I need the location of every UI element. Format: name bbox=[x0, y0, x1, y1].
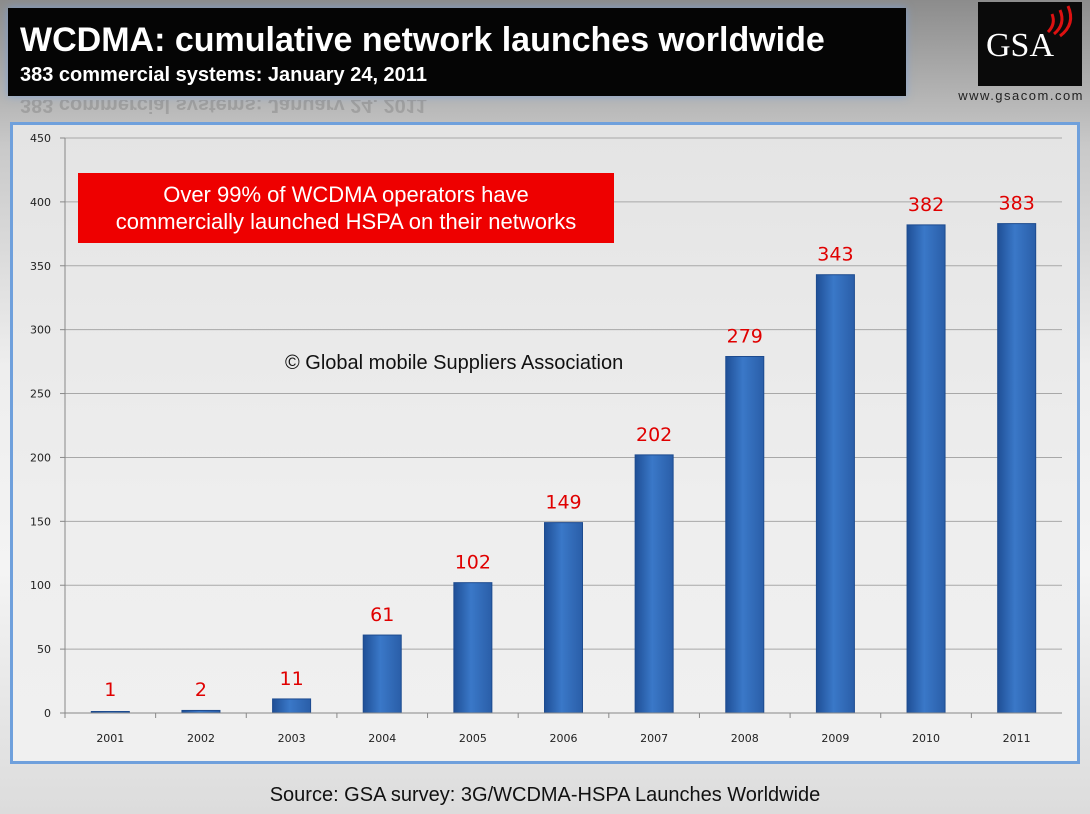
page-title: WCDMA: cumulative network launches world… bbox=[20, 21, 825, 59]
data-label: 343 bbox=[817, 244, 853, 266]
bar bbox=[453, 582, 493, 714]
data-label: 1 bbox=[104, 679, 116, 701]
x-tick-label: 2009 bbox=[821, 732, 849, 745]
bar bbox=[725, 356, 765, 714]
bar bbox=[997, 223, 1037, 714]
x-axis-ticks: 2001 2002 2003 2004 2005 2006 2007 2008 2009 2010… bbox=[64, 712, 1062, 745]
page-subtitle: 383 commercial systems: January 24, 2011 bbox=[20, 64, 427, 86]
x-tick-label: 2008 bbox=[731, 732, 759, 745]
data-labels: 1 2 11 61 102 149 202 279 343 382 383 bbox=[104, 193, 1035, 701]
data-label: 2 bbox=[195, 679, 207, 701]
bar bbox=[634, 454, 674, 714]
bars bbox=[90, 223, 1037, 714]
y-axis-ticks: 0 50 100 150 200 250 300 350 400 450 bbox=[30, 132, 51, 720]
y-tick-label: 400 bbox=[30, 196, 51, 209]
callout-line-2: commercially launched HSPA on their netw… bbox=[115, 209, 577, 234]
x-tick-label: 2006 bbox=[550, 732, 578, 745]
x-tick-label: 2002 bbox=[187, 732, 215, 745]
x-tick-label: 2004 bbox=[368, 732, 396, 745]
data-label: 383 bbox=[999, 193, 1035, 215]
x-tick-label: 2007 bbox=[640, 732, 668, 745]
data-label: 279 bbox=[727, 326, 763, 348]
source-text: Source: GSA survey: 3G/WCDMA-HSPA Launch… bbox=[269, 784, 821, 806]
data-label: 61 bbox=[370, 604, 394, 626]
data-label: 102 bbox=[455, 552, 491, 574]
bar bbox=[906, 224, 946, 714]
bar bbox=[544, 522, 583, 714]
y-tick-label: 450 bbox=[30, 132, 51, 145]
data-label: 11 bbox=[279, 668, 303, 690]
hspa-callout: Over 99% of WCDMA operators have commerc… bbox=[78, 173, 614, 243]
bar bbox=[815, 274, 855, 714]
y-tick-label: 300 bbox=[30, 324, 51, 337]
y-tick-label: 50 bbox=[37, 643, 51, 656]
x-tick-label: 2011 bbox=[1003, 732, 1031, 745]
website-text: www.gsacom.com bbox=[958, 88, 1084, 103]
x-tick-label: 2001 bbox=[96, 732, 124, 745]
x-tick-label: 2003 bbox=[278, 732, 306, 745]
title-box: WCDMA: cumulative network launches world… bbox=[8, 8, 906, 96]
data-label: 149 bbox=[545, 492, 581, 514]
y-tick-label: 150 bbox=[30, 515, 51, 528]
y-tick-label: 350 bbox=[30, 260, 51, 273]
bar bbox=[272, 698, 312, 714]
x-tick-label: 2010 bbox=[912, 732, 940, 745]
y-tick-label: 100 bbox=[30, 579, 51, 592]
bar bbox=[362, 634, 402, 714]
y-tick-label: 250 bbox=[30, 388, 51, 401]
x-tick-label: 2005 bbox=[459, 732, 487, 745]
y-tick-label: 200 bbox=[30, 451, 51, 464]
callout-line-1: Over 99% of WCDMA operators have bbox=[163, 182, 529, 207]
copyright-text: © Global mobile Suppliers Association bbox=[285, 352, 624, 374]
gsa-logo: GSA bbox=[978, 2, 1082, 86]
data-label: 382 bbox=[908, 194, 944, 216]
logo-text: GSA bbox=[986, 27, 1055, 64]
signal-waves-icon bbox=[1046, 5, 1073, 38]
data-label: 202 bbox=[636, 424, 672, 446]
y-tick-label: 0 bbox=[44, 707, 51, 720]
